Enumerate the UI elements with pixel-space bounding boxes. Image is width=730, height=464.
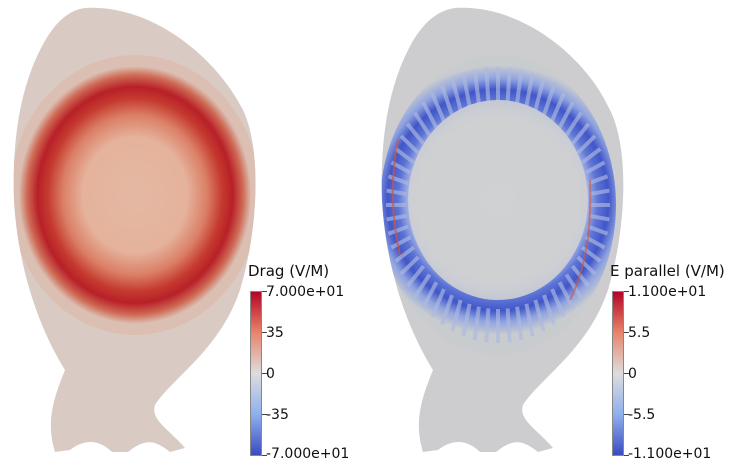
field-streak bbox=[584, 160, 606, 175]
field-streak bbox=[399, 255, 420, 276]
field-streak bbox=[405, 264, 426, 288]
field-streak bbox=[564, 111, 583, 137]
field-streak bbox=[524, 303, 535, 337]
field-streak bbox=[580, 147, 602, 165]
field-streak bbox=[542, 294, 556, 326]
field-streak bbox=[387, 224, 409, 236]
drag-tick-min: -7.000e+01 bbox=[266, 446, 350, 462]
field-streak bbox=[386, 188, 407, 197]
e-tick-0: 0 bbox=[628, 366, 637, 382]
field-streak bbox=[440, 84, 454, 116]
field-streak bbox=[542, 84, 556, 116]
e-tick-min: -1.100e+01 bbox=[628, 446, 712, 462]
field-streak bbox=[524, 73, 535, 107]
drag-tick-35: 35 bbox=[266, 325, 284, 341]
field-streak bbox=[430, 288, 446, 318]
field-streak bbox=[413, 273, 432, 299]
field-streak bbox=[589, 213, 610, 222]
field-streak bbox=[461, 73, 472, 107]
field-streak bbox=[505, 67, 512, 102]
e-parallel-colorbar-gradient bbox=[612, 291, 624, 456]
field-streak bbox=[564, 273, 583, 299]
field-streak bbox=[576, 255, 597, 276]
drag-colorbar-gradient bbox=[250, 291, 262, 456]
field-streak bbox=[399, 134, 420, 155]
field-streak bbox=[587, 174, 609, 186]
field-streak bbox=[387, 174, 409, 186]
field-streak bbox=[589, 188, 610, 197]
field-streak bbox=[576, 134, 597, 155]
field-streak bbox=[587, 224, 609, 236]
field-streak bbox=[570, 122, 591, 146]
field-streak bbox=[515, 306, 524, 341]
e-parallel-colorbar-title: E parallel (V/M) bbox=[610, 262, 725, 280]
field-streak bbox=[515, 69, 524, 104]
e-tick-5-5: 5.5 bbox=[628, 325, 651, 341]
field-streak bbox=[472, 306, 481, 341]
field-streak bbox=[557, 281, 575, 309]
e-tick-max: 1.100e+01 bbox=[628, 284, 707, 300]
drag-tick-0: 0 bbox=[266, 366, 275, 382]
field-streak bbox=[405, 122, 426, 146]
field-streak bbox=[413, 111, 432, 137]
drag-colorbar-title: Drag (V/M) bbox=[248, 262, 330, 280]
e-parallel-cross-section bbox=[381, 7, 624, 453]
drag-tick-max: 7.000e+01 bbox=[266, 284, 345, 300]
field-streak bbox=[533, 78, 546, 111]
field-streak bbox=[450, 299, 463, 332]
drag-tick-neg35: -35 bbox=[266, 407, 289, 423]
field-streak bbox=[421, 281, 439, 309]
field-streak bbox=[550, 288, 566, 318]
field-streak bbox=[390, 235, 412, 250]
drag-cross-section bbox=[13, 7, 256, 453]
field-streak bbox=[557, 101, 575, 129]
field-streak bbox=[550, 92, 566, 122]
field-streak bbox=[440, 294, 454, 326]
field-streak bbox=[421, 101, 439, 129]
field-streak bbox=[430, 92, 446, 122]
field-streak bbox=[394, 245, 416, 263]
field-streak bbox=[472, 69, 481, 104]
field-streak bbox=[484, 67, 491, 102]
field-streak bbox=[461, 303, 472, 337]
e-tick-neg5-5: -5.5 bbox=[628, 407, 656, 423]
field-streak bbox=[394, 147, 416, 165]
field-streak bbox=[386, 213, 407, 222]
field-streak bbox=[484, 308, 491, 343]
field-streak bbox=[533, 299, 546, 332]
field-streak bbox=[450, 78, 463, 111]
field-streak bbox=[505, 308, 512, 343]
